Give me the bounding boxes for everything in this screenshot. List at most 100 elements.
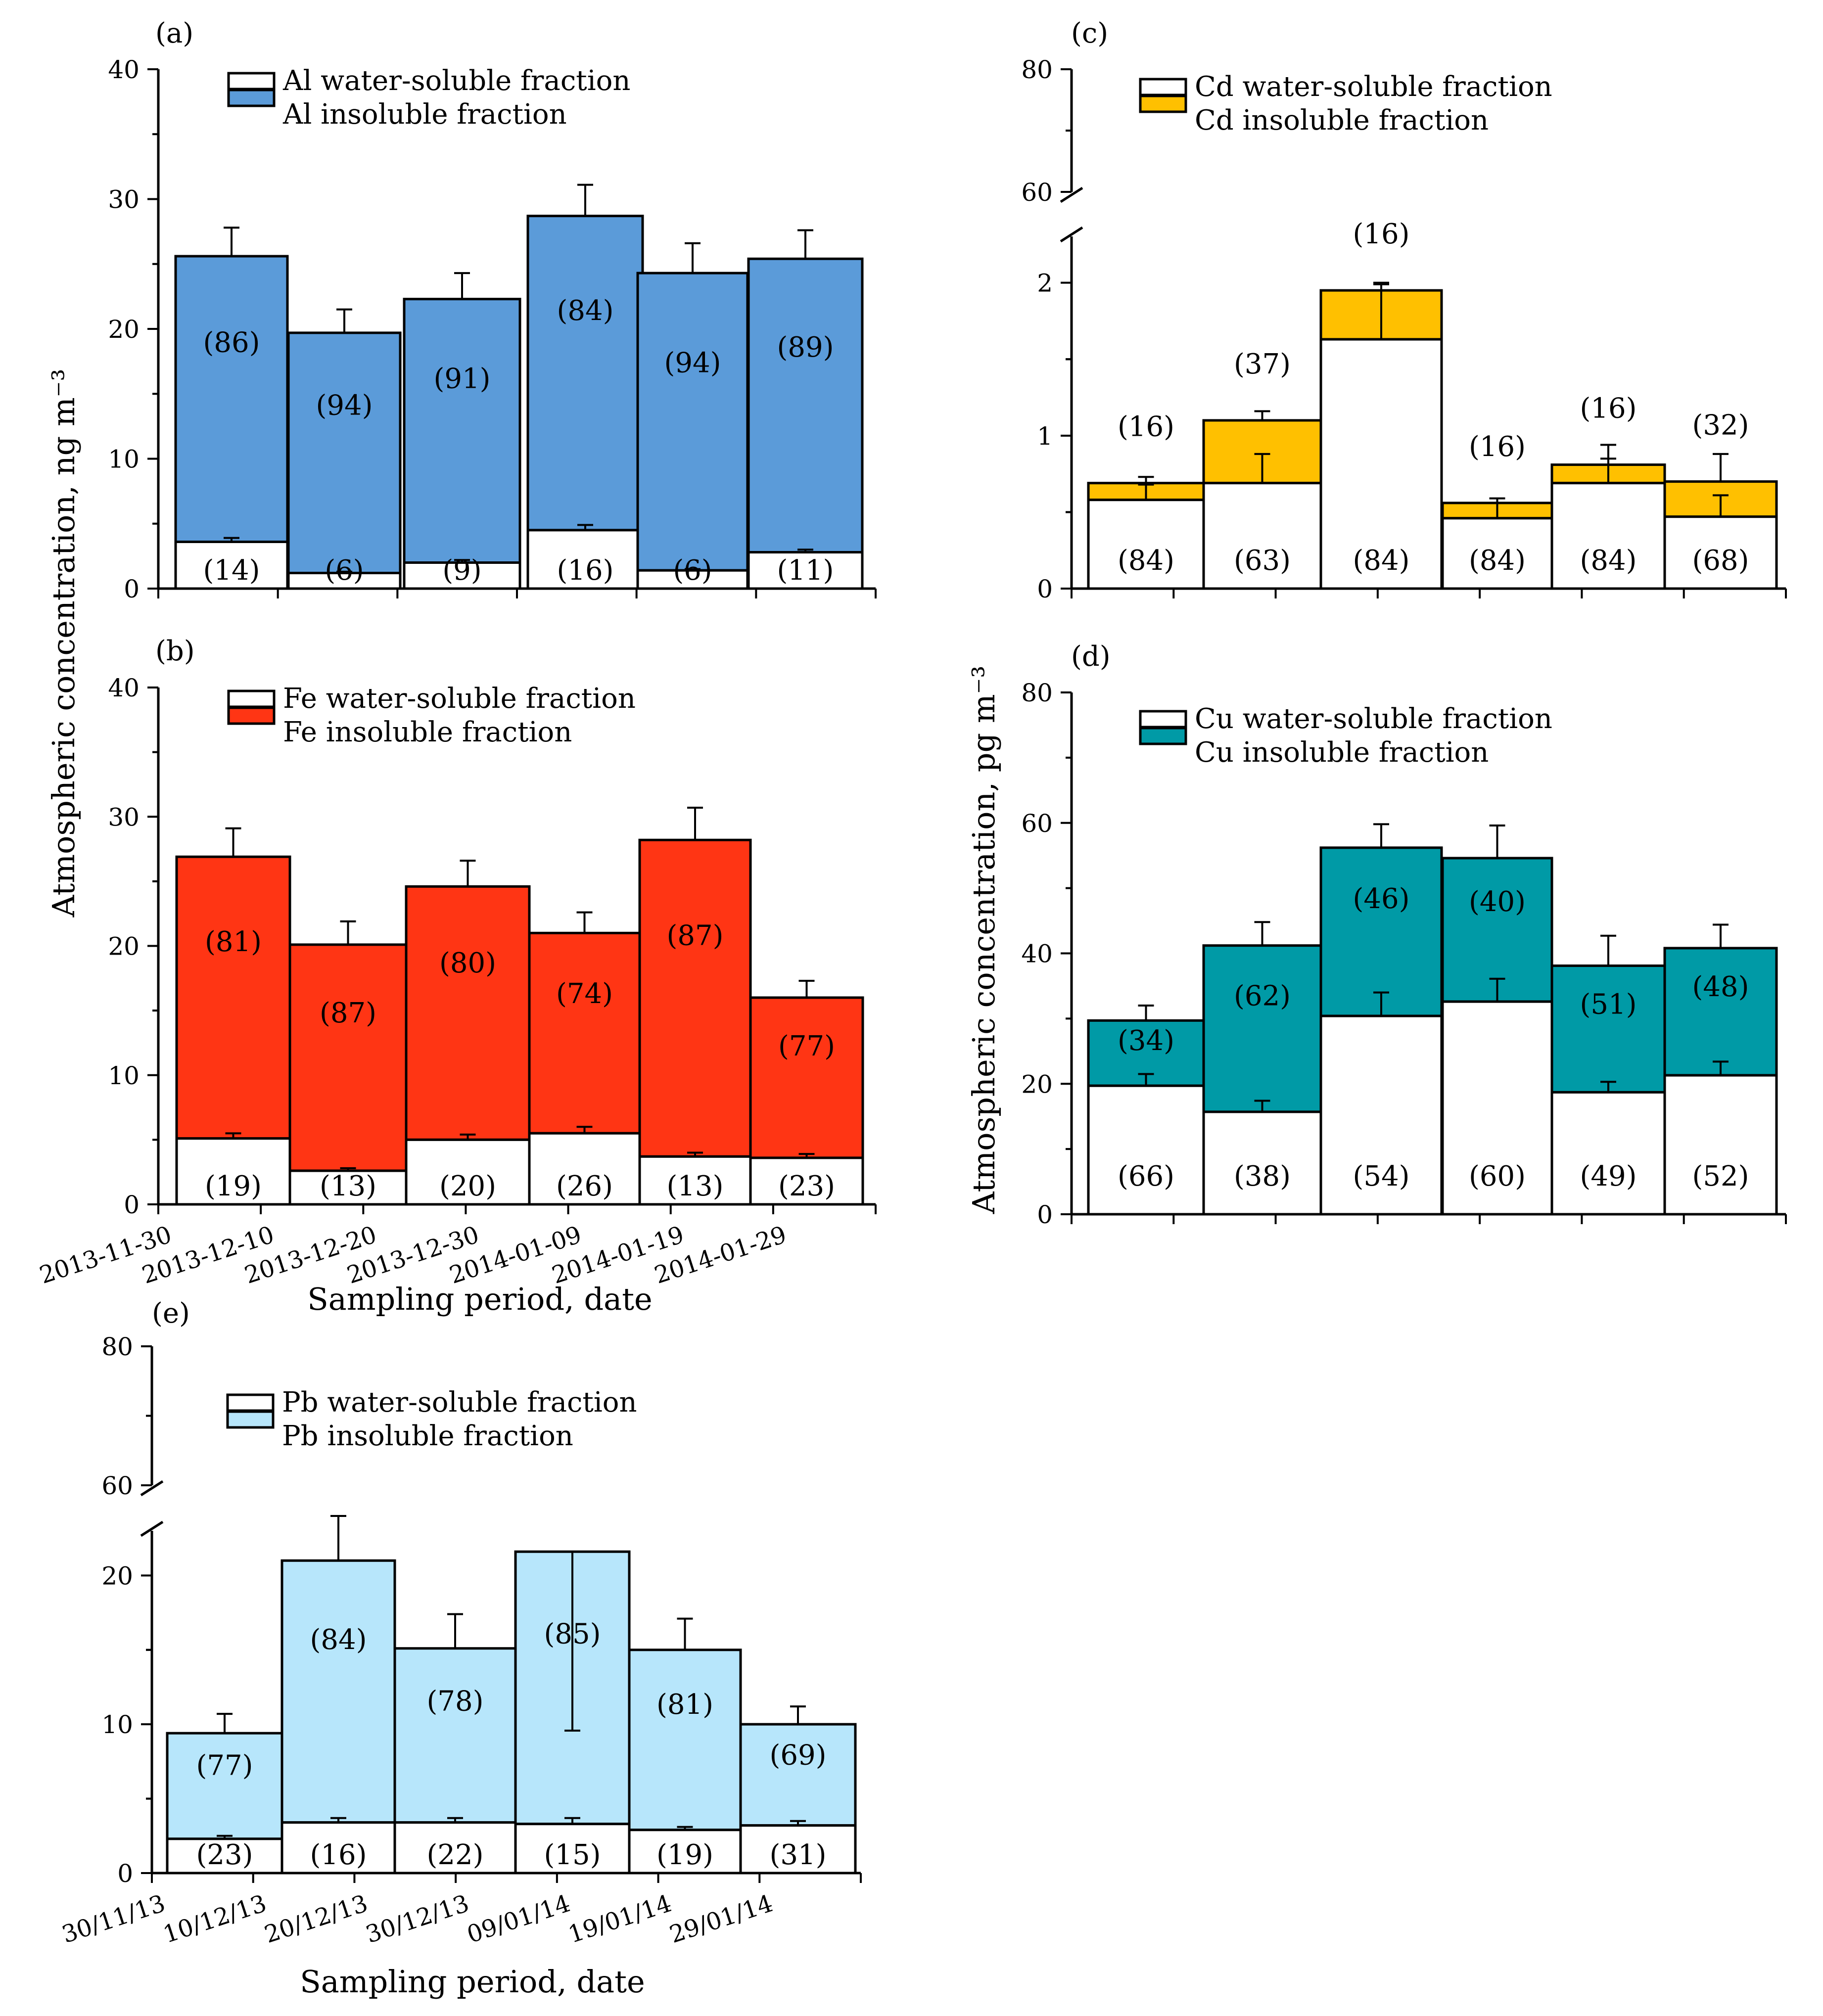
legend-label-insoluble-a: Al insoluble fraction <box>282 98 567 131</box>
axis-break-c <box>1060 186 1083 243</box>
error-bar-insoluble-a-4 <box>685 242 701 274</box>
ytick-label-d: 40 <box>1021 940 1053 968</box>
label-insoluble-e-0: (77) <box>196 1749 253 1782</box>
x-axis-label-e: Sampling period, date <box>300 1964 645 2000</box>
error-bar-insoluble-e-1 <box>330 1515 346 1561</box>
label-water-soluble-a-3: (16) <box>557 554 614 587</box>
label-water-soluble-e-4: (19) <box>656 1839 713 1871</box>
label-water-soluble-c-5: (68) <box>1692 545 1749 577</box>
x-category-label-e: 30/11/13 <box>58 1889 168 1949</box>
error-bar-water-soluble-e-0 <box>217 1834 233 1839</box>
error-bar-insoluble-e-3 <box>564 1552 580 1732</box>
bar-insoluble-d-2 <box>1319 846 1443 1017</box>
error-bar-insoluble-a-3 <box>577 183 593 216</box>
label-insoluble-d-3: (40) <box>1469 886 1526 918</box>
error-bar-water-soluble-b-3 <box>576 1126 593 1134</box>
bar-insoluble-b-1 <box>288 943 408 1172</box>
x-category-label-e: 09/01/14 <box>464 1889 573 1949</box>
error-bar-water-soluble-d-0 <box>1138 1073 1154 1086</box>
error-bar-insoluble-e-0 <box>217 1713 233 1734</box>
ytick-label-d: 80 <box>1021 679 1053 707</box>
bar-insoluble-b-0 <box>175 855 291 1140</box>
label-insoluble-b-3: (74) <box>556 978 613 1010</box>
error-bar-insoluble-e-4 <box>677 1617 693 1650</box>
legend-swatch-water-soluble-b <box>227 689 276 708</box>
legend-swatch-insoluble-b <box>227 706 276 725</box>
bar-insoluble-b-3 <box>528 931 641 1135</box>
error-bar-water-soluble-a-5 <box>797 549 813 552</box>
label-water-soluble-c-0: (84) <box>1118 545 1174 577</box>
ytick-label-c: 60 <box>1021 178 1053 207</box>
label-insoluble-c-5: (32) <box>1692 410 1749 442</box>
label-water-soluble-b-1: (13) <box>320 1170 376 1202</box>
ytick-label-e: 10 <box>101 1710 133 1739</box>
panel-letter-d: (d) <box>1071 641 1111 673</box>
error-bar-water-soluble-b-4 <box>687 1151 703 1157</box>
error-bar-insoluble-d-4 <box>1600 934 1616 966</box>
label-insoluble-b-2: (80) <box>439 947 496 979</box>
bar-water-soluble-c-2 <box>1319 338 1443 590</box>
bar-water-soluble-e-4 <box>628 1829 742 1875</box>
ytick-label-c: 2 <box>1037 269 1053 298</box>
error-bar-insoluble-b-2 <box>460 860 476 887</box>
ytick-label-c: 0 <box>1037 575 1053 603</box>
ytick-label-a: 10 <box>108 445 140 474</box>
bar-insoluble-e-4 <box>628 1649 742 1832</box>
error-bar-water-soluble-d-2 <box>1373 991 1389 1016</box>
label-water-soluble-e-1: (16) <box>310 1839 367 1871</box>
ytick-label-d: 0 <box>1037 1200 1053 1229</box>
panel-c: (16) (84) (37) (63) (16) (84) (16) (84) (16) (84)… <box>1021 17 1787 603</box>
label-water-soluble-c-3: (84) <box>1469 545 1526 577</box>
label-insoluble-a-3: (84) <box>557 295 614 327</box>
panel-letter-b: (b) <box>155 635 195 667</box>
label-insoluble-b-0: (81) <box>205 926 262 958</box>
label-water-soluble-b-0: (19) <box>205 1170 262 1202</box>
bar-water-soluble-d-5 <box>1663 1074 1778 1216</box>
panel-letter-c: (c) <box>1071 17 1108 49</box>
panel-a: (86) (14) (94) (6) (91) (9) (84) (16) (94) (6) (89… <box>108 17 877 603</box>
label-insoluble-c-0: (16) <box>1118 411 1174 443</box>
legend-swatch-insoluble-e <box>226 1410 275 1429</box>
error-bar-water-soluble-e-4 <box>677 1826 693 1830</box>
ytick-label-c: 1 <box>1037 422 1053 451</box>
error-bar-water-soluble-d-1 <box>1254 1100 1270 1112</box>
axis-break-e <box>140 1480 164 1537</box>
x-category-label-e: 29/01/14 <box>666 1889 776 1949</box>
error-bar-insoluble-a-1 <box>336 308 352 333</box>
label-insoluble-d-4: (51) <box>1580 988 1637 1020</box>
label-insoluble-a-1: (94) <box>316 390 373 422</box>
label-water-soluble-d-4: (49) <box>1580 1160 1637 1192</box>
legend-label-insoluble-c: Cd insoluble fraction <box>1195 104 1489 137</box>
label-insoluble-b-4: (87) <box>667 919 724 952</box>
bar-water-soluble-b-4 <box>638 1155 752 1206</box>
error-bar-water-soluble-d-4 <box>1600 1081 1616 1093</box>
bar-water-soluble-d-4 <box>1550 1091 1666 1216</box>
ytick-label-a: 30 <box>108 185 140 214</box>
error-bar-insoluble-b-1 <box>340 920 356 945</box>
error-bar-water-soluble-a-2 <box>454 559 470 563</box>
label-insoluble-a-5: (89) <box>777 331 834 364</box>
ytick-label-b: 0 <box>124 1191 140 1219</box>
y-axis-label-right: Atmospheric concentration, pg m⁻³ <box>966 666 1002 1214</box>
error-bar-insoluble-d-0 <box>1138 1005 1154 1021</box>
x-axis-label-b: Sampling period, date <box>307 1281 652 1317</box>
error-bar-water-soluble-b-1 <box>340 1167 356 1171</box>
error-bar-insoluble-b-3 <box>576 911 593 933</box>
label-water-soluble-b-4: (13) <box>667 1170 724 1202</box>
error-bar-insoluble-e-2 <box>447 1613 463 1649</box>
label-insoluble-d-0: (34) <box>1118 1025 1174 1057</box>
bar-insoluble-a-1 <box>287 331 402 574</box>
label-water-soluble-d-2: (54) <box>1353 1160 1410 1192</box>
label-insoluble-c-4: (16) <box>1580 393 1637 425</box>
ytick-label-a: 20 <box>108 315 140 344</box>
error-bar-insoluble-b-4 <box>687 806 703 840</box>
bar-water-soluble-d-0 <box>1087 1084 1205 1216</box>
error-bar-water-soluble-a-1 <box>336 570 352 573</box>
label-insoluble-b-5: (77) <box>778 1030 835 1062</box>
ytick-label-e: 20 <box>101 1561 133 1590</box>
ytick-label-d: 20 <box>1021 1070 1053 1099</box>
x-category-label-e: 19/01/14 <box>565 1889 675 1949</box>
